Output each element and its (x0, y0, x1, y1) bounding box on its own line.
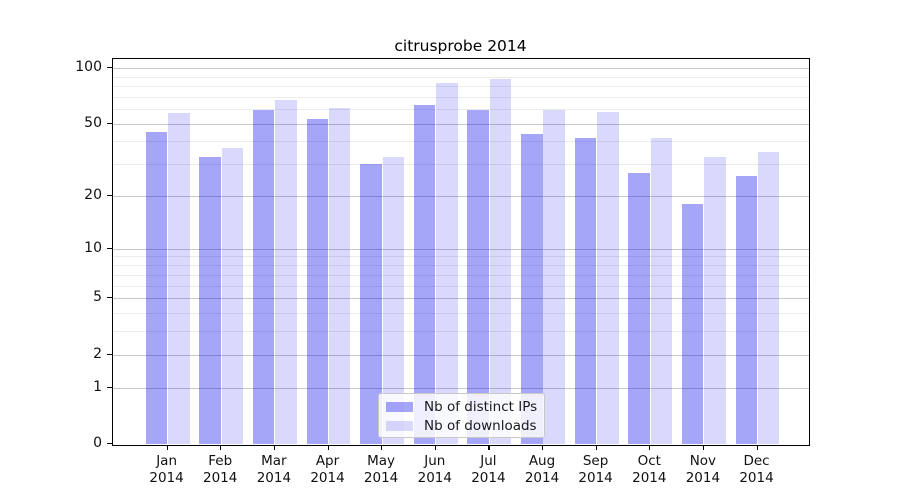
gridline-minor-9 (113, 256, 809, 258)
gridline-minor-40 (113, 141, 809, 143)
gridline-minor-4 (113, 312, 809, 314)
y-tick-1 (107, 386, 112, 388)
x-tick-label-jun: Jun 2014 (417, 453, 452, 486)
bar-nb-of-distinct-ips-aug (521, 133, 543, 444)
y-tick-label-0: 0 (93, 435, 102, 451)
bar-nb-of-downloads-oct (650, 137, 673, 444)
bar-nb-of-distinct-ips-dec (735, 175, 758, 444)
y-tick-10 (107, 247, 112, 249)
x-tick-nov (702, 445, 705, 450)
gridline-minor-7 (113, 274, 809, 276)
y-tick-label-20: 20 (84, 187, 102, 203)
gridline-minor-3 (113, 331, 809, 333)
legend-swatch-distinct-ips (386, 402, 413, 412)
x-tick-dec (756, 445, 758, 450)
x-tick-label-aug: Aug 2014 (524, 453, 560, 486)
gridline-minor-80 (113, 86, 809, 87)
bar-nb-of-downloads-mar (275, 100, 297, 444)
bar-nb-of-distinct-ips-sep (574, 137, 597, 444)
gridline-major-100 (113, 68, 809, 69)
bar-nb-of-distinct-ips-nov (681, 204, 704, 444)
bar-nb-of-distinct-ips-apr (306, 119, 329, 444)
gridline-major-5 (113, 298, 809, 299)
bar-nb-of-downloads-dec (757, 152, 780, 444)
x-tick-apr (327, 445, 329, 450)
bar-nb-of-downloads-sep (597, 111, 619, 444)
x-tick-oct (649, 445, 651, 450)
gridline-minor-70 (113, 96, 809, 98)
y-tick-label-10: 10 (84, 239, 102, 256)
gridline-minor-60 (113, 109, 809, 111)
legend-swatch-downloads (386, 421, 413, 431)
legend-item-distinct-ips: Nb of distinct IPs (379, 397, 544, 417)
x-tick-label-mar: Mar 2014 (256, 453, 292, 486)
legend-item-downloads: Nb of downloads (379, 416, 544, 436)
x-tick-label-oct: Oct 2014 (632, 453, 667, 486)
x-tick-jan (166, 445, 168, 450)
bar-nb-of-distinct-ips-may (360, 164, 382, 444)
gridline-minor-30 (113, 164, 809, 166)
bar-nb-of-distinct-ips-mar (252, 110, 275, 444)
y-tick-label-50: 50 (84, 114, 102, 131)
legend-label-downloads: Nb of downloads (424, 418, 537, 434)
x-tick-label-apr: Apr 2014 (310, 453, 345, 486)
y-tick-100 (107, 67, 112, 69)
x-tick-label-dec: Dec 2014 (739, 453, 774, 486)
x-tick-feb (220, 445, 222, 450)
x-tick-may (381, 445, 383, 450)
y-tick-5 (107, 297, 112, 299)
x-tick-label-may: May 2014 (363, 453, 399, 486)
y-tick-label-100: 100 (75, 59, 102, 75)
bar-nb-of-distinct-ips-feb (199, 156, 221, 444)
bar-nb-of-downloads-feb (221, 147, 244, 444)
plot-area (112, 58, 810, 446)
y-tick-20 (107, 195, 112, 197)
x-tick-label-sep: Sep 2014 (578, 453, 613, 486)
y-tick-50 (107, 122, 112, 124)
x-tick-aug (542, 445, 544, 450)
y-tick-2 (107, 353, 112, 355)
bar-nb-of-downloads-jun (436, 83, 458, 444)
gridline-major-20 (113, 196, 809, 197)
bar-nb-of-downloads-apr (328, 107, 351, 444)
y-tick-label-2: 2 (93, 345, 102, 362)
gridline-major-2 (113, 354, 809, 356)
bar-nb-of-downloads-aug (543, 110, 565, 444)
gridline-major-1 (113, 387, 809, 389)
chart-title: citrusprobe 2014 (394, 37, 527, 55)
bar-nb-of-downloads-jan (168, 113, 190, 444)
gridline-major-50 (113, 123, 809, 125)
y-tick-label-5: 5 (93, 289, 102, 305)
bar-nb-of-distinct-ips-jul (467, 110, 489, 444)
x-tick-mar (273, 445, 276, 450)
bar-nb-of-distinct-ips-jun (413, 105, 436, 444)
y-tick-label-1: 1 (93, 378, 102, 395)
gridline-minor-6 (113, 285, 809, 287)
gridline-major-10 (113, 248, 809, 250)
y-tick-0 (107, 443, 112, 445)
x-tick-label-jan: Jan 2014 (149, 453, 184, 486)
gridline-minor-90 (113, 76, 809, 78)
legend-label-distinct-ips: Nb of distinct IPs (424, 399, 538, 415)
gridline-minor-8 (113, 265, 809, 266)
legend: Nb of distinct IPs Nb of downloads (378, 393, 545, 438)
bar-nb-of-downloads-jul (489, 79, 512, 444)
x-tick-label-jul: Jul 2014 (471, 453, 506, 486)
x-tick-jun (434, 445, 436, 450)
bar-nb-of-downloads-nov (704, 156, 726, 444)
x-tick-label-nov: Nov 2014 (685, 453, 721, 486)
x-tick-sep (595, 445, 597, 450)
x-tick-jul (488, 445, 490, 450)
bar-nb-of-distinct-ips-oct (628, 172, 650, 444)
bar-nb-of-downloads-may (382, 156, 405, 444)
bar-nb-of-distinct-ips-jan (145, 132, 168, 444)
x-tick-label-feb: Feb 2014 (203, 453, 238, 486)
